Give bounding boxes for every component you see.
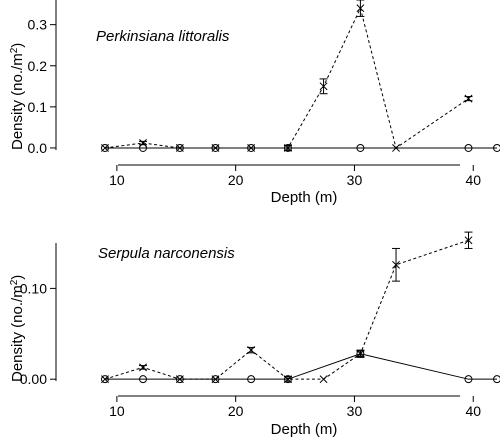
cross-marker	[319, 375, 328, 384]
x-tick-label: 40	[465, 172, 481, 188]
circle-marker	[464, 143, 473, 152]
x-axis-label: Depth (m)	[271, 189, 338, 206]
circle-marker	[493, 143, 500, 152]
panel-title: Serpula narconensis	[98, 245, 235, 262]
circle-marker	[356, 143, 365, 152]
cross-marker	[101, 143, 109, 152]
cross-marker	[356, 4, 365, 13]
circle-marker	[493, 375, 500, 384]
cross-marker	[319, 82, 328, 91]
cross-marker	[247, 346, 256, 355]
y-tick-label: 0.10	[20, 280, 47, 296]
cross-marker	[283, 375, 292, 384]
y-axis-label-sup: 2	[9, 47, 20, 53]
cross-marker	[139, 139, 147, 147]
x-tick-label: 40	[465, 403, 481, 419]
panel-perkinsiana: Perkinsiana littoralis Depth (m) Density…	[9, 0, 500, 206]
cross-marker	[101, 375, 109, 384]
x-tick-label: 30	[347, 403, 363, 419]
y-tick-label: 0.1	[28, 99, 48, 115]
y-axis-label-close: )	[9, 43, 26, 48]
y-axis-label: Density (no./m2)	[9, 275, 26, 382]
cross-marker	[464, 236, 473, 245]
y-tick-label: 0.3	[28, 17, 48, 33]
solid-series-line	[105, 353, 497, 380]
cross-marker	[392, 143, 400, 152]
cross-marker	[247, 143, 256, 152]
x-ticks: 10 20 30 40	[109, 165, 481, 188]
x-tick-label: 30	[347, 172, 363, 188]
cross-marker	[283, 143, 292, 152]
x-tick-label: 10	[109, 403, 125, 419]
cross-marker	[464, 94, 473, 103]
y-axis-label-close: )	[9, 275, 26, 280]
y-tick-label: 0.0	[28, 140, 48, 156]
circle-marker	[101, 143, 109, 152]
cross-marker	[392, 260, 400, 269]
plot-area	[101, 231, 500, 384]
y-ticks: 0.00 0.10	[20, 280, 56, 387]
circle-marker	[464, 375, 473, 384]
panel-title: Perkinsiana littoralis	[96, 28, 230, 45]
cross-marker	[139, 363, 147, 372]
circle-marker	[247, 375, 256, 384]
y-axis-label: Density (no./m2)	[9, 43, 26, 150]
cross-marker	[211, 375, 220, 384]
x-tick-label: 10	[109, 172, 125, 188]
y-tick-label: 0.00	[20, 371, 47, 387]
circle-marker	[211, 143, 220, 152]
dashed-series-line	[104, 239, 469, 380]
cross-marker	[356, 349, 365, 358]
circle-marker	[175, 375, 184, 384]
x-ticks: 10 20 30 40	[109, 396, 481, 419]
x-axis-label: Depth (m)	[271, 421, 338, 438]
dashed-series-line	[104, 6, 469, 149]
circle-marker	[101, 375, 109, 384]
x-tick-label: 20	[228, 172, 244, 188]
y-axis-label-text: Density (no./m	[9, 285, 26, 382]
y-tick-label: 0.2	[28, 58, 48, 74]
cross-marker	[175, 375, 184, 384]
circle-marker	[139, 375, 148, 384]
panel-serpula: Serpula narconensis Depth (m) Density (n…	[9, 231, 500, 438]
x-tick-label: 20	[228, 403, 244, 419]
cross-marker	[211, 143, 220, 152]
y-axis-label-sup: 2	[9, 279, 20, 285]
plot-area	[101, 0, 500, 152]
circle-marker	[283, 143, 292, 152]
cross-marker	[175, 143, 184, 152]
y-axis-label-text: Density (no./m	[9, 53, 26, 150]
y-ticks: 0.0 0.1 0.2 0.3	[28, 17, 56, 156]
